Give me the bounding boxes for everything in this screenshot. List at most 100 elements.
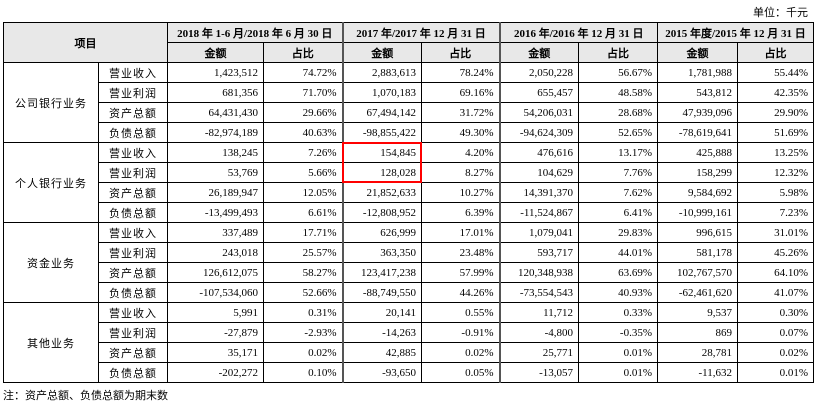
amount-cell: -27,879	[167, 322, 264, 343]
ratio-cell: 6.41%	[578, 202, 658, 223]
item-name: 营业利润	[98, 82, 168, 103]
ratio-cell: 57.99%	[421, 262, 500, 283]
amount-cell: -62,461,620	[657, 282, 738, 303]
ratio-cell: 71.70%	[263, 82, 343, 103]
ratio-cell: 45.26%	[737, 242, 814, 263]
ratio-cell: 7.23%	[737, 202, 814, 223]
ratio-cell: 48.58%	[578, 82, 658, 103]
table-row: 营业利润 53,769 5.66% 128,028 8.27% 104,629 7.76% 1…	[4, 162, 814, 183]
segment-name: 资金业务	[3, 222, 99, 303]
amount-cell: 42,885	[341, 342, 422, 363]
amount-cell: 869	[657, 322, 738, 343]
ratio-cell: 0.31%	[263, 302, 343, 323]
ratio-cell: 51.69%	[737, 122, 814, 143]
ratio-cell: 42.35%	[737, 82, 814, 103]
amount-cell: 14,391,370	[498, 182, 579, 203]
item-name: 资产总额	[98, 342, 168, 363]
ratio-cell: 12.32%	[737, 162, 814, 183]
ratio-cell: 64.10%	[737, 262, 814, 283]
header-ratio: 占比	[737, 42, 814, 63]
amount-cell: 11,712	[498, 302, 579, 323]
amount-cell: 20,141	[341, 302, 422, 323]
amount-cell: 425,888	[657, 142, 738, 163]
ratio-cell: 4.20%	[421, 142, 500, 163]
amount-cell: 337,489	[167, 222, 264, 243]
ratio-cell: 7.26%	[263, 142, 343, 163]
amount-cell: 102,767,570	[657, 262, 738, 283]
header-ratio: 占比	[578, 42, 658, 63]
amount-cell: 655,457	[498, 82, 579, 103]
ratio-cell: 5.98%	[737, 182, 814, 203]
ratio-cell: 5.66%	[263, 162, 343, 183]
amount-cell: 476,616	[498, 142, 579, 163]
table-row: 其他业务 营业收入 5,991 0.31% 20,141 0.55% 11,712 0.33%…	[3, 302, 814, 383]
header-period: 2018 年 1-6 月/2018 年 6 月 30 日	[167, 22, 343, 43]
amount-cell: 1,781,988	[657, 62, 738, 83]
amount-cell: -78,619,641	[657, 122, 738, 143]
item-name: 营业收入	[98, 62, 168, 83]
amount-cell: 2,050,228	[498, 62, 579, 83]
footnote: 注：资产总额、负债总额为期末数	[3, 390, 168, 402]
ratio-cell: 0.33%	[578, 302, 658, 323]
table-row: 负债总额 -82,974,189 40.63% -98,855,422 49.30% -9…	[4, 122, 814, 143]
ratio-cell: 28.68%	[578, 102, 658, 123]
ratio-cell: 44.26%	[421, 282, 500, 303]
amount-cell: 543,812	[657, 82, 738, 103]
ratio-cell: 56.67%	[578, 62, 658, 83]
ratio-cell: 0.05%	[421, 362, 500, 383]
ratio-cell: 0.01%	[737, 362, 814, 383]
header-amount: 金额	[498, 42, 579, 63]
header-ratio: 占比	[421, 42, 500, 63]
item-name: 营业利润	[98, 322, 168, 343]
ratio-cell: -0.91%	[421, 322, 500, 343]
table-row: 负债总额 -202,272 0.10% -93,650 0.05% -13,057 0.01…	[4, 362, 814, 383]
ratio-cell: 58.27%	[263, 262, 343, 283]
ratio-cell: 44.01%	[578, 242, 658, 263]
ratio-cell: -0.35%	[578, 322, 658, 343]
ratio-cell: 31.01%	[737, 222, 814, 243]
ratio-cell: -2.93%	[263, 322, 343, 343]
ratio-cell: 23.48%	[421, 242, 500, 263]
item-name: 负债总额	[98, 122, 168, 143]
ratio-cell: 40.93%	[578, 282, 658, 303]
amount-cell: -98,855,422	[341, 122, 422, 143]
ratio-cell: 0.55%	[421, 302, 500, 323]
ratio-cell: 12.05%	[263, 182, 343, 203]
amount-cell: -107,534,060	[167, 282, 264, 303]
amount-cell: 123,417,238	[341, 262, 422, 283]
table-row: 负债总额 -13,499,493 6.61% -12,808,952 6.39% -11,…	[4, 202, 814, 223]
table-row: 资产总额 35,171 0.02% 42,885 0.02% 25,771 0.01% 28,…	[4, 342, 814, 363]
amount-cell: -94,624,309	[498, 122, 579, 143]
amount-cell: -88,749,550	[341, 282, 422, 303]
ratio-cell: 0.02%	[737, 342, 814, 363]
ratio-cell: 52.65%	[578, 122, 658, 143]
ratio-cell: 0.30%	[737, 302, 814, 323]
header-ratio: 占比	[263, 42, 343, 63]
ratio-cell: 6.61%	[263, 202, 343, 223]
ratio-cell: 63.69%	[578, 262, 658, 283]
amount-cell: 1,070,183	[341, 82, 422, 103]
ratio-cell: 10.27%	[421, 182, 500, 203]
ratio-cell: 7.62%	[578, 182, 658, 203]
ratio-cell: 78.24%	[421, 62, 500, 83]
amount-cell: 104,629	[498, 162, 579, 183]
item-name: 资产总额	[98, 182, 168, 203]
amount-cell: 67,494,142	[341, 102, 422, 123]
table-body: 公司银行业务 营业收入 1,423,512 74.72% 2,883,613 78.24%…	[3, 62, 814, 383]
ratio-cell: 41.07%	[737, 282, 814, 303]
amount-cell: -12,808,952	[341, 202, 422, 223]
ratio-cell: 13.17%	[578, 142, 658, 163]
ratio-cell: 0.02%	[421, 342, 500, 363]
ratio-cell: 6.39%	[421, 202, 500, 223]
item-name: 营业收入	[98, 222, 168, 243]
ratio-cell: 49.30%	[421, 122, 500, 143]
unit-label: 单位：千元	[753, 7, 808, 19]
amount-cell: 9,584,692	[657, 182, 738, 203]
table-row: 资产总额 26,189,947 12.05% 21,852,633 10.27% 14,3…	[4, 182, 814, 203]
amount-cell: -11,632	[657, 362, 738, 383]
table-row: 营业利润 243,018 25.57% 363,350 23.48% 593,717 44.…	[4, 242, 814, 263]
item-name: 负债总额	[98, 282, 168, 303]
amount-cell: 21,852,633	[341, 182, 422, 203]
amount-cell: 28,781	[657, 342, 738, 363]
amount-cell: 54,206,031	[498, 102, 579, 123]
